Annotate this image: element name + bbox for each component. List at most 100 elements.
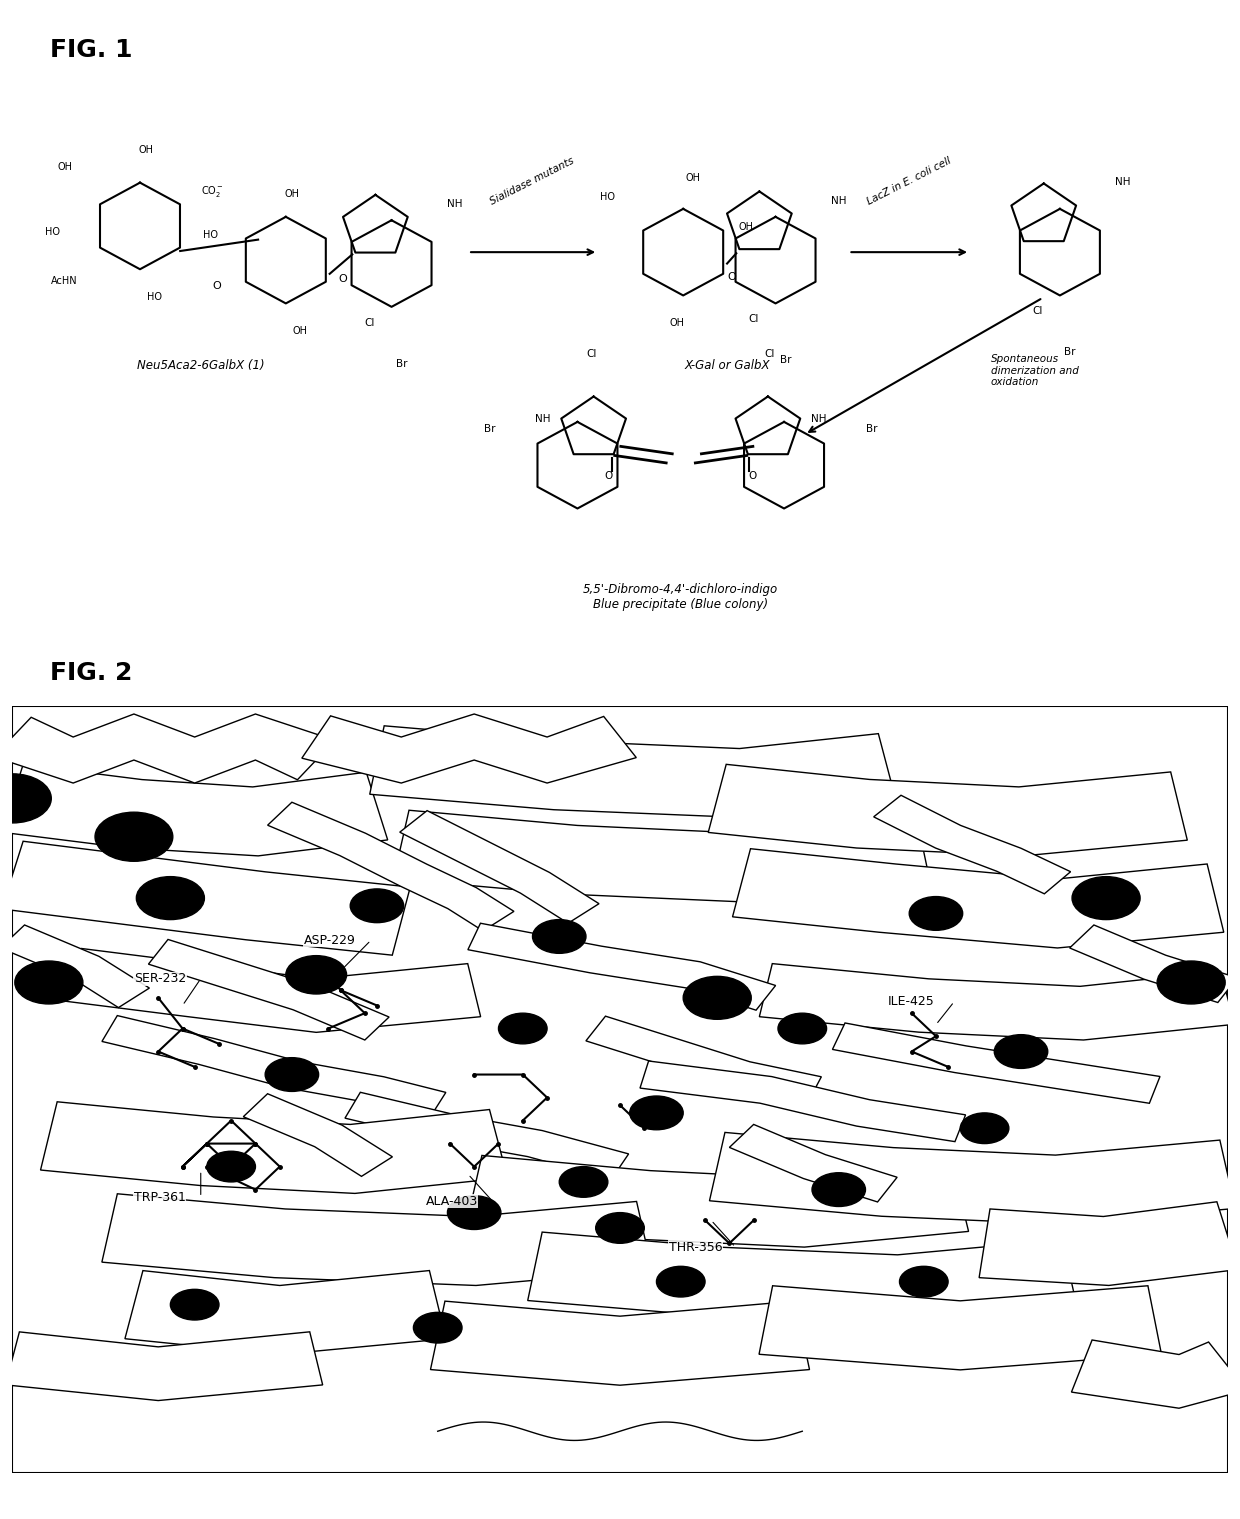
Text: Br: Br bbox=[396, 358, 407, 369]
Polygon shape bbox=[64, 948, 481, 1033]
Text: Cl: Cl bbox=[1033, 307, 1043, 316]
Polygon shape bbox=[149, 939, 389, 1041]
Text: FIG. 1: FIG. 1 bbox=[50, 38, 133, 62]
Polygon shape bbox=[759, 1285, 1162, 1370]
Text: OH: OH bbox=[57, 161, 72, 172]
Text: O: O bbox=[749, 471, 756, 482]
Circle shape bbox=[899, 1267, 949, 1297]
Text: NH: NH bbox=[534, 415, 551, 424]
Circle shape bbox=[559, 1167, 608, 1197]
Polygon shape bbox=[708, 764, 1188, 855]
Text: Spontaneous
dimerization and
oxidation: Spontaneous dimerization and oxidation bbox=[991, 354, 1079, 387]
Text: ILE-425: ILE-425 bbox=[888, 995, 934, 1009]
Text: Br: Br bbox=[780, 355, 791, 366]
Text: HO: HO bbox=[203, 229, 218, 240]
Polygon shape bbox=[243, 1094, 392, 1176]
Circle shape bbox=[15, 962, 83, 1004]
Polygon shape bbox=[874, 796, 1070, 893]
Text: O: O bbox=[212, 281, 221, 292]
Text: OH: OH bbox=[139, 144, 154, 155]
Circle shape bbox=[994, 1034, 1048, 1068]
Polygon shape bbox=[832, 1022, 1159, 1103]
Circle shape bbox=[207, 1151, 255, 1182]
Text: Br: Br bbox=[1064, 348, 1075, 357]
Text: Cl: Cl bbox=[365, 317, 374, 328]
Text: HO: HO bbox=[148, 292, 162, 302]
Text: Cl: Cl bbox=[587, 348, 598, 358]
Circle shape bbox=[656, 1267, 706, 1297]
Text: HO: HO bbox=[600, 193, 615, 202]
Circle shape bbox=[532, 919, 587, 954]
Circle shape bbox=[136, 876, 205, 919]
Text: ALA-403: ALA-403 bbox=[425, 1194, 477, 1208]
Polygon shape bbox=[729, 1124, 897, 1202]
Text: HO: HO bbox=[45, 226, 60, 237]
Circle shape bbox=[285, 955, 346, 993]
Polygon shape bbox=[268, 802, 513, 931]
Circle shape bbox=[265, 1057, 319, 1092]
Circle shape bbox=[683, 977, 751, 1019]
Polygon shape bbox=[1071, 1340, 1240, 1408]
Polygon shape bbox=[370, 726, 897, 817]
Text: OH: OH bbox=[686, 173, 701, 184]
Text: THR-356: THR-356 bbox=[668, 1241, 722, 1253]
Polygon shape bbox=[467, 924, 775, 1010]
Polygon shape bbox=[1070, 925, 1238, 1003]
Text: NH: NH bbox=[831, 196, 847, 207]
Text: LacZ in E. coli cell: LacZ in E. coli cell bbox=[866, 155, 952, 207]
Circle shape bbox=[1157, 962, 1225, 1004]
Circle shape bbox=[909, 896, 962, 930]
Text: NH: NH bbox=[1115, 176, 1131, 187]
Text: AcHN: AcHN bbox=[51, 275, 78, 286]
Text: Br: Br bbox=[866, 424, 877, 434]
Text: Neu5Aca2-6GalbX (1): Neu5Aca2-6GalbX (1) bbox=[136, 360, 264, 372]
Polygon shape bbox=[41, 1101, 507, 1194]
Polygon shape bbox=[528, 1232, 1078, 1325]
Text: O: O bbox=[605, 471, 613, 482]
Text: Cl: Cl bbox=[749, 314, 759, 325]
Text: CO$_2^-$: CO$_2^-$ bbox=[201, 184, 224, 199]
Polygon shape bbox=[125, 1270, 446, 1355]
Circle shape bbox=[350, 889, 404, 922]
Text: X-Gal or GalbX: X-Gal or GalbX bbox=[684, 360, 770, 372]
Text: Cl: Cl bbox=[764, 348, 775, 358]
Circle shape bbox=[498, 1013, 547, 1044]
Polygon shape bbox=[0, 714, 335, 782]
Circle shape bbox=[595, 1212, 645, 1243]
Text: O: O bbox=[728, 272, 737, 283]
Circle shape bbox=[448, 1195, 501, 1229]
Polygon shape bbox=[0, 925, 149, 1007]
Text: FIG. 2: FIG. 2 bbox=[50, 661, 131, 685]
Text: OH: OH bbox=[293, 325, 308, 336]
Text: Sialidase mutants: Sialidase mutants bbox=[489, 155, 577, 207]
Text: OH: OH bbox=[670, 317, 684, 328]
Text: O: O bbox=[339, 275, 347, 284]
Circle shape bbox=[170, 1290, 219, 1320]
Text: Br: Br bbox=[485, 424, 496, 434]
Polygon shape bbox=[466, 1156, 968, 1247]
Polygon shape bbox=[980, 1202, 1239, 1285]
Circle shape bbox=[812, 1173, 866, 1206]
Circle shape bbox=[630, 1097, 683, 1130]
Polygon shape bbox=[393, 810, 931, 902]
Circle shape bbox=[95, 813, 172, 861]
Text: NH: NH bbox=[446, 199, 463, 210]
Circle shape bbox=[0, 773, 51, 823]
Polygon shape bbox=[709, 1133, 1235, 1224]
Polygon shape bbox=[733, 849, 1224, 948]
Text: OH: OH bbox=[739, 222, 754, 232]
Polygon shape bbox=[1, 842, 410, 955]
Polygon shape bbox=[102, 1016, 446, 1118]
Circle shape bbox=[777, 1013, 827, 1044]
Polygon shape bbox=[345, 1092, 629, 1179]
Circle shape bbox=[960, 1113, 1009, 1144]
Text: 5,5'-Dibromo-4,4'-dichloro-indigo
Blue precipitate (Blue colony): 5,5'-Dibromo-4,4'-dichloro-indigo Blue p… bbox=[583, 583, 779, 611]
Text: SER-232: SER-232 bbox=[134, 972, 186, 986]
Polygon shape bbox=[640, 1060, 966, 1142]
Polygon shape bbox=[1, 764, 388, 855]
Polygon shape bbox=[759, 963, 1235, 1041]
Circle shape bbox=[1073, 876, 1140, 919]
Polygon shape bbox=[399, 811, 599, 924]
Polygon shape bbox=[5, 1332, 322, 1401]
Text: ASP-229: ASP-229 bbox=[304, 934, 356, 946]
